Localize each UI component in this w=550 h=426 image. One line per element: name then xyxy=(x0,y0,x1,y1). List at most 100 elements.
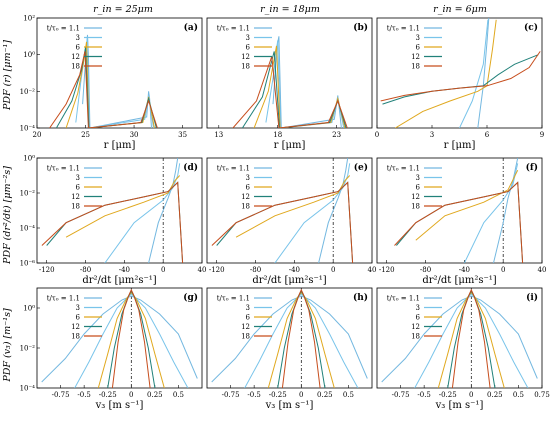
series-group xyxy=(41,288,198,388)
series-group xyxy=(381,288,538,388)
y-tick-label: 10⁰ xyxy=(23,305,35,313)
series-line-12 xyxy=(107,290,156,388)
x-tick-label: 18 xyxy=(273,131,282,139)
panel-label: (d) xyxy=(183,162,198,173)
row-ylabel-1: PDF (r) [μm⁻¹] xyxy=(2,40,13,111)
series-line-3 xyxy=(459,19,489,128)
series-line-3 xyxy=(463,163,519,263)
legend-label: t/τ₀ = 1.1 xyxy=(387,295,420,303)
series-line-6 xyxy=(253,45,346,128)
panel-d: -120 -80 -40 0 40 10⁻⁶ 10⁻⁴ 10⁻² 10⁰ dr²/dt [μm²s… xyxy=(20,155,207,287)
series-line-6 xyxy=(395,19,497,128)
x-tick-label: 3 xyxy=(430,131,434,139)
legend-label: 18 xyxy=(241,203,250,211)
series-group xyxy=(380,18,541,128)
legend-label: t/τ₀ = 1.1 xyxy=(47,295,80,303)
x-tick-label: -0.25 xyxy=(99,391,117,399)
panel-frame xyxy=(36,157,203,264)
series-line-1.1 xyxy=(41,295,198,383)
panel-label: (c) xyxy=(524,22,538,33)
series-group xyxy=(49,34,158,128)
panel-frame xyxy=(206,287,373,389)
x-tick-label: -0.5 xyxy=(77,391,91,399)
x-axis-label: r [μm] xyxy=(444,140,476,151)
series-line-18 xyxy=(49,51,158,128)
panel-a: 20 25 30 35 10⁻⁴ 10⁻² 10⁰ 10² r [μm] (a) t/τ₀ = 1.… xyxy=(20,15,203,151)
row-ylabel-3: PDF (v₃) [m⁻¹s] xyxy=(2,308,13,383)
panel-frame xyxy=(206,157,373,264)
series-line-1.1 xyxy=(381,295,538,383)
x-tick-label: 0 xyxy=(331,266,335,274)
legend-label: 6 xyxy=(416,314,421,322)
x-tick-label: -120 xyxy=(39,266,55,274)
x-tick-label: -0.75 xyxy=(222,391,240,399)
series-line-1.1 xyxy=(272,36,342,128)
y-tick-label: 10⁻² xyxy=(20,88,36,96)
legend-label: 3 xyxy=(76,34,80,42)
series-line-6 xyxy=(65,175,181,238)
series-line-18 xyxy=(451,288,491,388)
panel-h: -0.75 -0.5 -0.25 0 0.25 0.5 v₃ [m s⁻¹] (h) t/τ₀ … xyxy=(206,287,373,411)
panel-label: (a) xyxy=(184,22,198,33)
legend-label: 18 xyxy=(411,63,420,71)
x-tick-label: -0.5 xyxy=(247,391,261,399)
series-group xyxy=(41,158,184,263)
y-tick-label: 10⁻² xyxy=(20,190,36,198)
panel-label: (i) xyxy=(526,292,538,303)
legend-label: 3 xyxy=(76,174,80,182)
y-tick-label: 10⁰ xyxy=(23,155,35,163)
x-tick-label: 13 xyxy=(214,131,223,139)
x-axis-label: v₃ [m s⁻¹] xyxy=(435,400,484,411)
legend-label: 18 xyxy=(241,63,250,71)
x-tick-label: 0 xyxy=(501,266,505,274)
x-tick-label: 0.5 xyxy=(173,391,184,399)
legend-label: 12 xyxy=(411,323,420,331)
series-line-3 xyxy=(414,293,529,388)
x-tick-label: 23 xyxy=(332,131,341,139)
panel-g: -0.75 -0.5 -0.25 0 0.25 0.5 10⁻⁴ 10⁻² 10⁰ v₃ [m s… xyxy=(20,287,203,411)
legend-label: 3 xyxy=(416,304,420,312)
x-tick-label: -40 xyxy=(459,266,470,274)
y-tick-label: 10² xyxy=(23,15,35,23)
legend-label: t/τ₀ = 1.1 xyxy=(387,25,420,33)
series-group xyxy=(211,288,368,388)
x-tick-label: -0.75 xyxy=(392,391,410,399)
x-axis-label: dr²/dt [μm²s⁻¹] xyxy=(82,275,156,286)
panel-label: (f) xyxy=(526,162,538,173)
panel-f: -120 -80 -40 0 40 dr²/dt [μm²s⁻¹] (f) t/τ₀ = 1.… xyxy=(376,157,546,286)
x-tick-label: 0.5 xyxy=(343,391,354,399)
y-tick-label: 10⁰ xyxy=(23,51,35,59)
panel-e: -120 -80 -40 0 40 dr²/dt [μm²s⁻¹] (e) t/τ₀ = 1.… xyxy=(206,157,376,286)
series-line-3 xyxy=(244,293,359,388)
x-tick-label: 9 xyxy=(540,131,544,139)
series-line-18 xyxy=(41,181,184,263)
legend-label: 6 xyxy=(416,44,421,52)
legend-label: t/τ₀ = 1.1 xyxy=(217,295,250,303)
series-line-6 xyxy=(267,291,335,388)
legend-label: 12 xyxy=(241,323,250,331)
series-line-12 xyxy=(277,290,326,388)
legend-label: 12 xyxy=(411,53,420,61)
x-axis-label: v₃ [m s⁻¹] xyxy=(265,400,314,411)
panel-frame xyxy=(376,157,543,264)
legend-label: 18 xyxy=(71,333,80,341)
series-line-3 xyxy=(274,163,351,263)
x-tick-label: -80 xyxy=(250,266,261,274)
x-tick-label: -0.75 xyxy=(52,391,70,399)
x-tick-label: 40 xyxy=(198,266,207,274)
x-axis-label: dr²/dt [μm²s⁻¹] xyxy=(252,275,326,286)
column-title-1: r_in = 25μm xyxy=(93,4,153,15)
x-tick-label: 0 xyxy=(161,266,165,274)
series-group xyxy=(211,158,354,263)
legend-label: 18 xyxy=(241,333,250,341)
x-tick-label: 30 xyxy=(130,131,139,139)
x-tick-label: 0 xyxy=(375,131,379,139)
series-line-1.1 xyxy=(493,158,519,263)
legend-label: 12 xyxy=(71,53,80,61)
panel-label: (e) xyxy=(354,162,368,173)
y-tick-label: 10⁻⁴ xyxy=(20,225,36,233)
y-tick-label: 10⁻⁶ xyxy=(20,260,36,268)
series-line-12 xyxy=(55,47,157,128)
legend-label: 6 xyxy=(246,44,251,52)
